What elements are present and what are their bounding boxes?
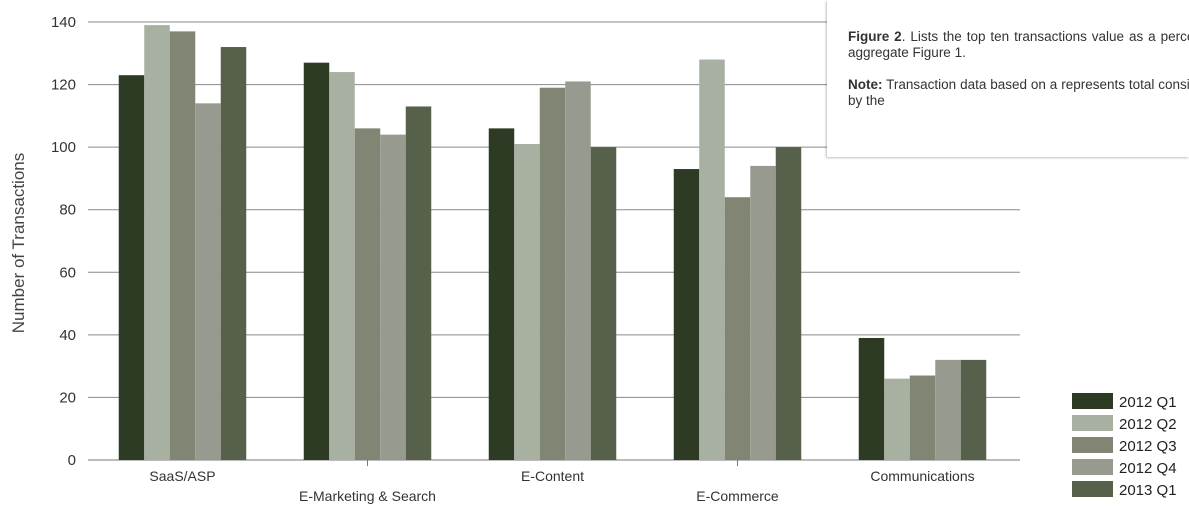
bar — [405, 106, 432, 460]
y-tick-label: 20 — [59, 389, 76, 406]
figure-text: . Lists the top ten transactions value a… — [848, 29, 1189, 60]
bar — [590, 147, 617, 460]
bar — [858, 337, 885, 460]
y-tick-label: 40 — [59, 327, 76, 344]
bar — [144, 25, 170, 460]
x-category-label: E-Commerce — [696, 488, 779, 504]
x-category-label: E-Content — [521, 468, 584, 484]
y-axis-title: Number of Transactions — [9, 153, 28, 333]
legend-label: 2012 Q3 — [1119, 438, 1177, 455]
legend-swatch — [1072, 481, 1113, 497]
bar — [699, 59, 725, 461]
bar — [884, 378, 910, 460]
bar — [724, 197, 751, 460]
bar — [750, 165, 776, 460]
y-tick-label: 100 — [51, 139, 76, 156]
bar — [354, 128, 381, 460]
legend-label: 2012 Q2 — [1119, 416, 1177, 433]
bars — [118, 25, 987, 461]
bar — [329, 72, 355, 461]
bar — [775, 147, 802, 460]
legend-swatch — [1072, 459, 1113, 475]
y-tick-label: 80 — [59, 202, 76, 219]
x-category-label: SaaS/ASP — [149, 468, 215, 484]
note-label: Note: — [848, 77, 883, 92]
note-text: Transaction data based on a represents t… — [848, 77, 1189, 108]
bar — [488, 128, 515, 460]
bar — [935, 359, 961, 460]
y-axis-ticks: 0 20 40 60 80 100 120 140 — [51, 14, 76, 469]
bar — [380, 134, 406, 460]
bar — [220, 47, 247, 461]
y-tick-label: 60 — [59, 264, 76, 281]
note-paragraph: Note: Transaction data based on a repres… — [848, 77, 1189, 109]
bar — [303, 62, 330, 461]
bar — [514, 144, 540, 460]
legend-swatch — [1072, 393, 1113, 409]
legend-swatch — [1072, 415, 1113, 431]
figure-label: Figure 2 — [848, 29, 902, 44]
figure-note-box: Figure 2. Lists the top ten transactions… — [827, 0, 1189, 157]
legend-swatch — [1072, 437, 1113, 453]
bar — [118, 75, 145, 460]
bar — [195, 103, 221, 460]
x-category-label: E-Marketing & Search — [299, 488, 436, 504]
bar — [565, 81, 591, 460]
y-tick-label: 0 — [68, 452, 76, 469]
legend-label: 2012 Q4 — [1119, 460, 1177, 477]
legend: 2012 Q1 2012 Q2 2012 Q3 2012 Q4 2013 Q1 — [1072, 393, 1177, 499]
legend-label: 2013 Q1 — [1119, 482, 1177, 499]
bar — [169, 31, 196, 461]
figure-caption: Figure 2. Lists the top ten transactions… — [848, 29, 1189, 61]
bar — [960, 359, 987, 460]
bar — [909, 375, 936, 460]
y-tick-label: 120 — [51, 77, 76, 94]
bar — [539, 87, 566, 460]
y-tick-label: 140 — [51, 14, 76, 31]
x-axis: SaaS/ASP E-Marketing & Search E-Content E-C… — [149, 460, 975, 504]
bar — [673, 169, 700, 461]
legend-label: 2012 Q1 — [1119, 394, 1177, 411]
x-category-label: Communications — [870, 468, 974, 484]
